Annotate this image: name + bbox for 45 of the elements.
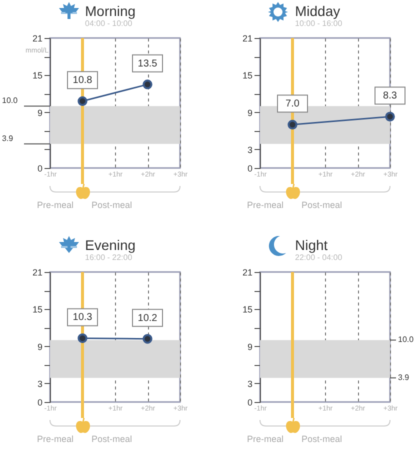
y-tick-label: 3 — [247, 378, 252, 389]
ref-line-label: 10.0 — [2, 96, 18, 106]
chart-title: Midday — [295, 3, 340, 19]
y-tick-label: 0 — [247, 164, 252, 174]
data-label: 13.5 — [138, 58, 158, 70]
chart-title: Evening — [85, 237, 136, 253]
y-tick-label: 15 — [242, 304, 252, 315]
ref-line-label: 3.9 — [2, 134, 14, 143]
chart-subtitle: 22:00 - 04:00 — [295, 253, 342, 262]
y-tick-label: 21 — [32, 268, 42, 278]
y-tick-label: 21 — [32, 34, 42, 44]
text: Pre-meal — [36, 434, 74, 444]
data-label: 10.3 — [72, 312, 93, 324]
text: Post-meal — [92, 434, 132, 444]
data-label: 10.2 — [138, 312, 158, 324]
text: Pre-meal — [246, 434, 284, 444]
chart-title: Morning — [85, 3, 136, 19]
y-tick-label: 0 — [247, 398, 252, 408]
y-tick-label: 15 — [32, 70, 42, 81]
y-tick-label: 15 — [242, 70, 252, 81]
y-tick-label: 0 — [37, 398, 42, 408]
y-tick-label: 3 — [247, 144, 252, 155]
text: Pre-meal — [246, 200, 284, 210]
text: Post-meal — [92, 200, 132, 210]
y-tick-label: 9 — [247, 108, 252, 118]
chart-subtitle: 10:00 - 16:00 — [295, 19, 342, 28]
chart-subtitle: 16:00 - 22:00 — [85, 253, 132, 262]
y-tick-label: 9 — [37, 108, 42, 118]
text: Post-meal — [302, 200, 342, 210]
y-tick-label: 15 — [32, 304, 42, 315]
y-tick-label: 21 — [242, 268, 252, 278]
y-tick-label: 9 — [247, 342, 252, 352]
text: Post-meal — [302, 434, 342, 444]
y-tick-label: 21 — [242, 34, 252, 44]
ref-line-label: 10.0 — [398, 335, 414, 344]
ref-line-label: 3.9 — [398, 372, 410, 382]
text: Pre-meal — [36, 200, 74, 210]
y-tick-label: 9 — [37, 342, 42, 352]
data-label: 8.3 — [383, 90, 398, 102]
chart-title: Night — [295, 237, 328, 253]
data-label: 10.8 — [72, 75, 93, 86]
chart-subtitle: 04:00 - 10:00 — [85, 19, 132, 28]
y-tick-label: 3 — [37, 378, 42, 389]
data-label: 7.0 — [286, 98, 300, 110]
y-tick-label: 0 — [37, 164, 42, 174]
